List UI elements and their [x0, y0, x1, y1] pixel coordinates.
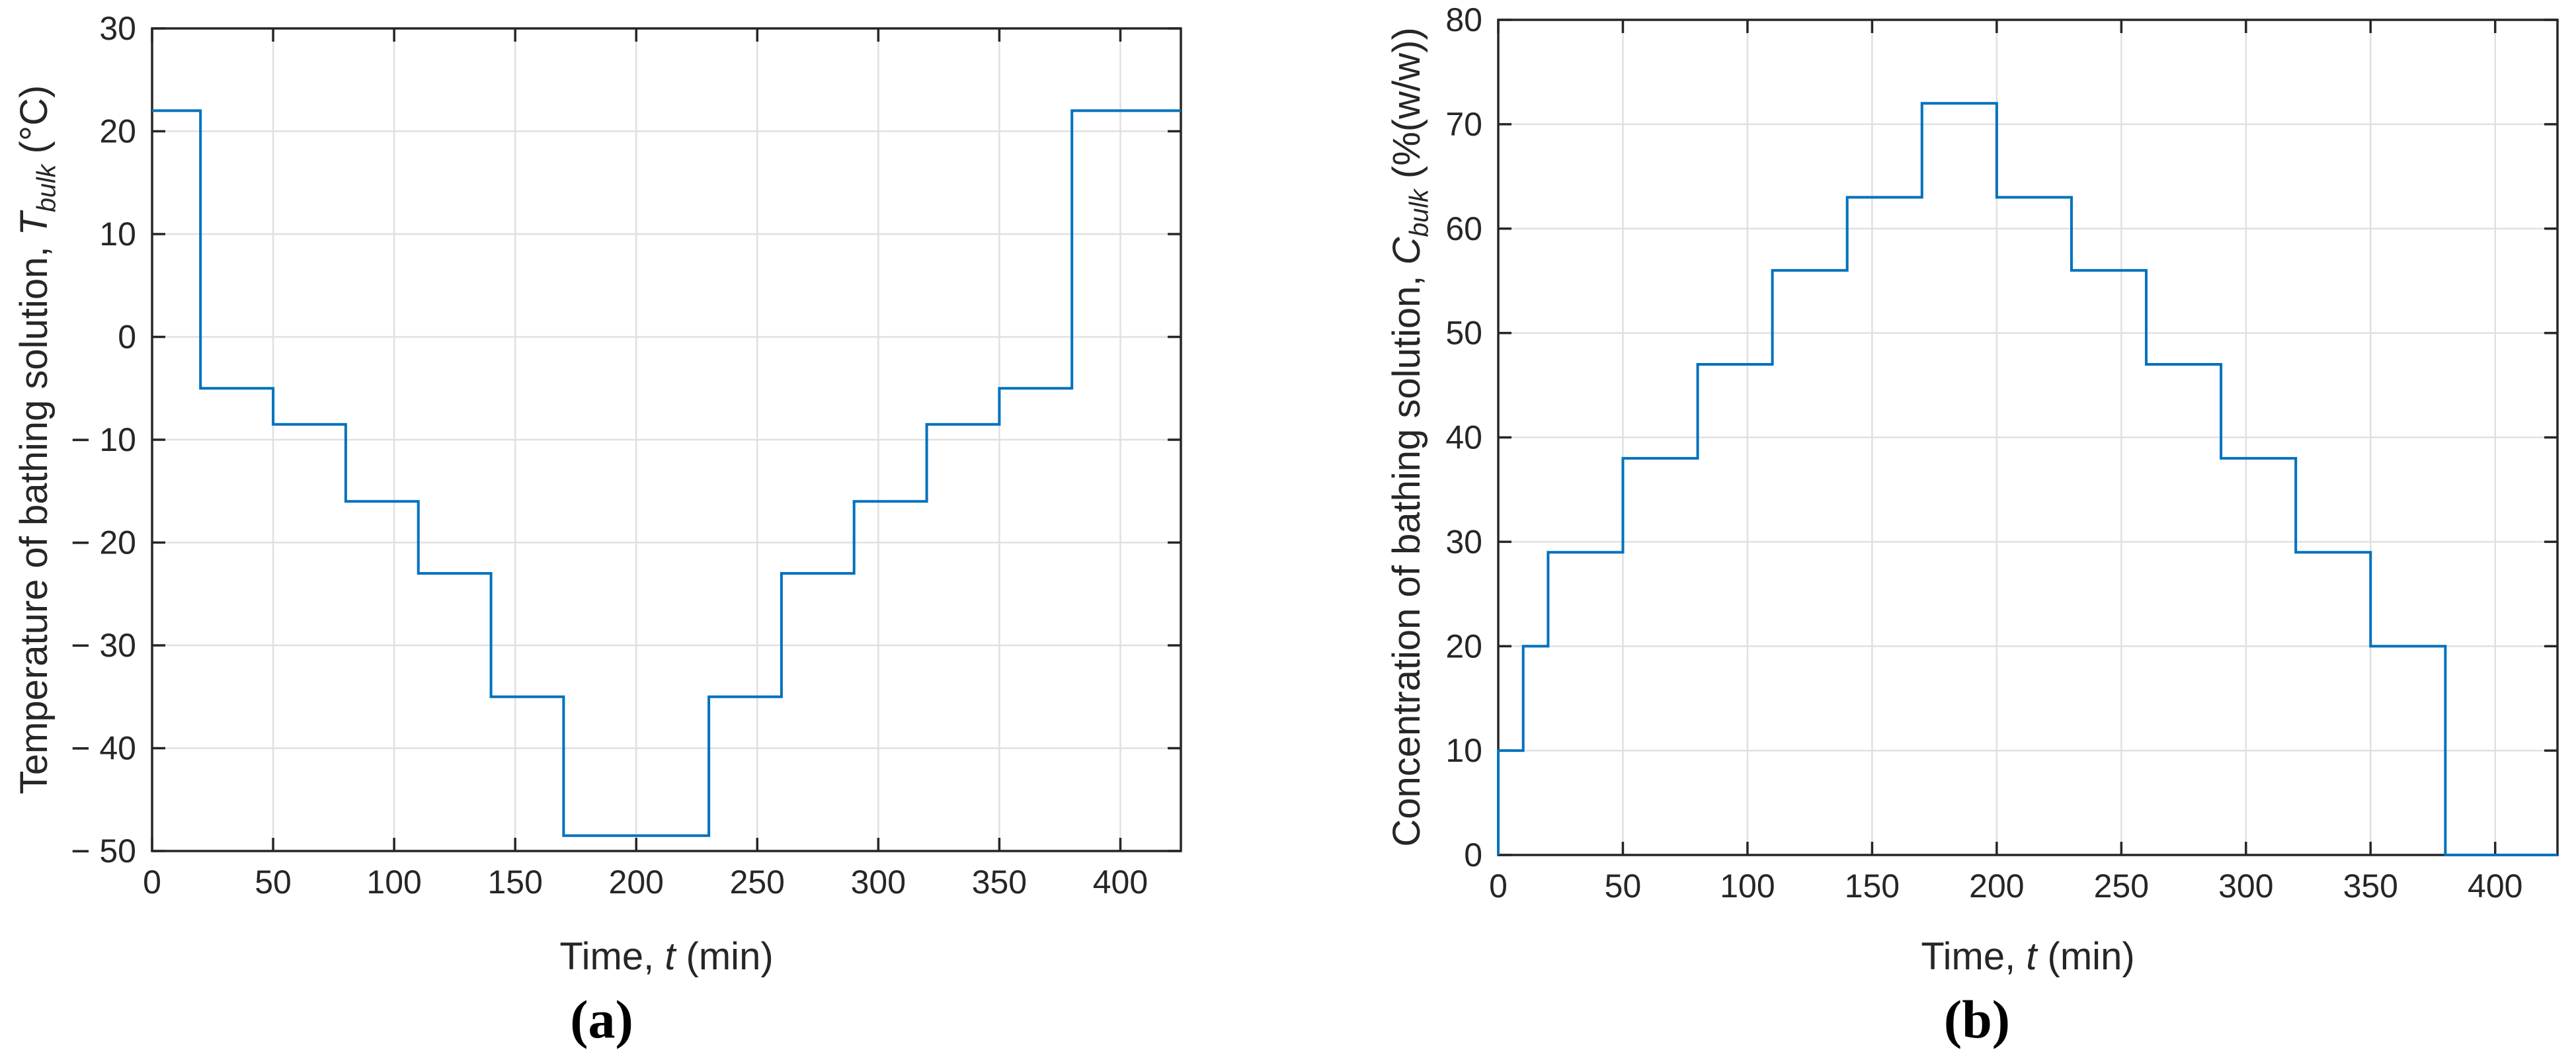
- chart-b-ytick-label: 50: [1445, 315, 1482, 352]
- chart-b-ylabel: Concentration of bathing solution, Cbulk…: [1384, 0, 1434, 900]
- chart-b-caption: (b): [1943, 989, 2011, 1049]
- chart-a-ylabel-var: T: [13, 212, 56, 236]
- chart-b-xtick-label: 350: [2343, 868, 2398, 905]
- chart-b-step-line: [1497, 102, 2557, 856]
- chart-a-tick-labels: 0 50 100 150 200 250 300 350 400− 50− 40− 30− 20…: [71, 10, 1148, 901]
- chart-a-ylabel-suffix: (°C): [13, 85, 56, 165]
- chart-b-xtick-label: 150: [1845, 868, 1900, 905]
- chart-a-xlabel: Time, t (min): [152, 934, 1181, 980]
- chart-b-ytick-label: 20: [1445, 628, 1482, 665]
- chart-a-step-line: [152, 109, 1181, 837]
- chart-b-ticks: [1497, 19, 2557, 856]
- chart-a-ytick-label: 0: [118, 319, 136, 356]
- chart-a-xtick-label: 250: [730, 864, 785, 901]
- chart-a-ytick-label: − 30: [71, 627, 136, 664]
- chart-b-tick-labels: 0 50 100 150 200 250 300 350 400 0 10 20 30 40 50 60 70 8…: [1445, 1, 2522, 905]
- chart-a-xtick-label: 200: [609, 864, 664, 901]
- chart-a-ticks: [151, 27, 1181, 852]
- chart-b-ylabel-var: C: [1385, 237, 1428, 265]
- chart-a-ytick-label: 30: [99, 10, 136, 47]
- chart-b-ytick-label: 60: [1445, 210, 1482, 247]
- chart-b-ylabel-subscript: bulk: [1404, 189, 1434, 237]
- chart-a-xtick-label: 150: [487, 864, 542, 901]
- chart-a-xlabel-prefix: Time,: [559, 935, 665, 978]
- chart-a-ylabel: Temperature of bathing solution, Tbulk (…: [11, 0, 61, 903]
- chart-b-xlabel-suffix: (min): [2036, 935, 2135, 978]
- chart-b-xtick-label: 250: [2094, 868, 2149, 905]
- chart-a-ytick-label: 20: [99, 113, 136, 150]
- chart-b-xlabel-var: t: [2026, 935, 2037, 978]
- chart-a-ytick-label: − 50: [71, 833, 136, 870]
- chart-a-ytick-label: − 40: [71, 730, 136, 767]
- chart-b-xtick-label: 300: [2218, 868, 2273, 905]
- chart-b-xtick-label: 400: [2468, 868, 2522, 905]
- chart-b-xtick-label: 100: [1720, 868, 1775, 905]
- chart-b-grid: [1497, 19, 2557, 856]
- chart-a-xtick-label: 50: [255, 864, 292, 901]
- chart-b-xlabel-prefix: Time,: [1921, 935, 2027, 978]
- chart-b: 0 50 100 150 200 250 300 350 400 0 10 20 30 40 50 60 70 8…: [1445, 1, 2559, 905]
- chart-a-xtick-label: 0: [143, 864, 161, 901]
- chart-b-xlabel: Time, t (min): [1498, 934, 2557, 980]
- chart-a-xtick-label: 300: [851, 864, 906, 901]
- chart-a-ylabel-subscript: bulk: [32, 164, 61, 212]
- chart-a-xlabel-suffix: (min): [675, 935, 774, 978]
- chart-a-ytick-label: − 20: [71, 524, 136, 561]
- chart-a-ylabel-prefix: Temperature of bathing solution,: [13, 235, 56, 795]
- chart-b-ytick-label: 10: [1445, 732, 1482, 769]
- chart-a-ytick-label: − 10: [71, 421, 136, 458]
- chart-b-xtick-label: 200: [1969, 868, 2024, 905]
- chart-b-ylabel-suffix: (%(w/w)): [1385, 27, 1428, 190]
- chart-b-ylabel-prefix: Concentration of bathing solution,: [1385, 264, 1428, 847]
- chart-b-ytick-label: 80: [1445, 1, 1482, 38]
- chart-b-ytick-label: 40: [1445, 419, 1482, 456]
- chart-a-xlabel-var: t: [664, 935, 676, 978]
- chart-a-xtick-label: 100: [366, 864, 421, 901]
- chart-b-ytick-label: 70: [1445, 106, 1482, 143]
- chart-b-ytick-label: 0: [1464, 836, 1482, 873]
- chart-a-xtick-label: 350: [972, 864, 1027, 901]
- chart-b-xtick-label: 50: [1605, 868, 1642, 905]
- chart-a-caption: (a): [570, 989, 633, 1049]
- chart-b-xtick-label: 0: [1489, 868, 1508, 905]
- chart-a-ytick-label: 10: [99, 216, 136, 253]
- chart-b-ytick-label: 30: [1445, 523, 1482, 560]
- chart-a-xtick-label: 400: [1093, 864, 1148, 901]
- chart-a-grid: [151, 27, 1181, 852]
- chart-a: 0 50 100 150 200 250 300 350 400− 50− 40− 30− 20…: [71, 10, 1182, 901]
